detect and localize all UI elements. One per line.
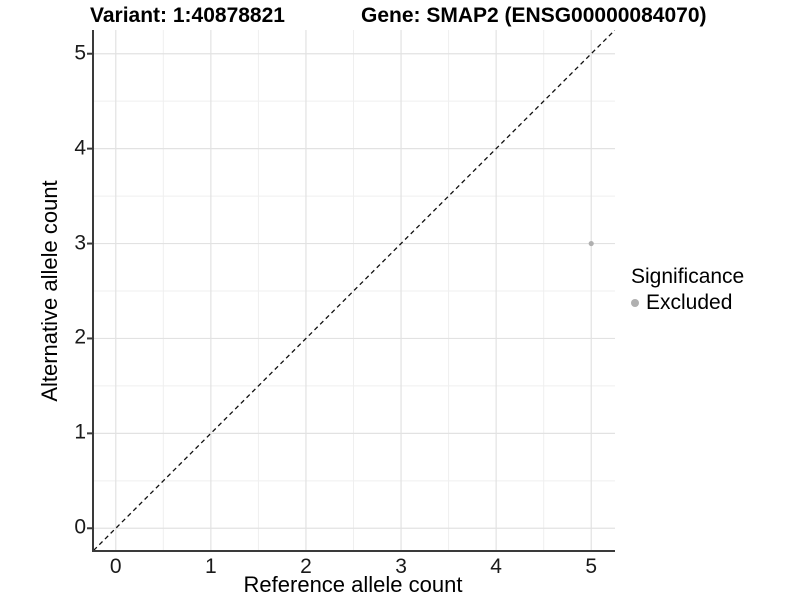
y-tick-label: 4 <box>74 136 86 160</box>
data-point <box>588 240 594 247</box>
legend-item-excluded: Excluded <box>631 291 744 315</box>
plot-title-variant: Variant: 1:40878821 <box>90 4 285 27</box>
plot-title-gene: Gene: SMAP2 (ENSG00000084070) <box>361 4 707 27</box>
x-tick-label: 4 <box>490 555 502 578</box>
plot-canvas <box>87 30 615 552</box>
legend-point-icon <box>631 299 639 307</box>
x-tick-label: 5 <box>585 555 598 578</box>
identity-line <box>91 30 615 552</box>
x-tick-label: 0 <box>109 555 122 578</box>
x-axis-title: Reference allele count <box>243 572 463 597</box>
plot-panel <box>87 30 615 552</box>
y-tick-label: 5 <box>74 41 86 65</box>
y-tick-label: 3 <box>74 231 86 255</box>
y-axis-tick-labels: 0 1 2 3 4 5 <box>38 30 86 552</box>
x-tick-label: 1 <box>205 555 217 578</box>
x-axis-tick-labels: 0 1 2 3 4 5 <box>92 555 615 579</box>
y-tick-label: 0 <box>74 515 86 539</box>
y-axis-title: Alternative allele count <box>37 180 62 402</box>
y-tick-label: 1 <box>74 420 86 444</box>
y-tick-label: 2 <box>74 325 86 349</box>
x-tick-label: 2 <box>300 555 312 578</box>
legend-title: Significance <box>631 265 745 288</box>
legend: Significance Excluded <box>631 264 744 315</box>
legend-item-label: Excluded <box>646 291 733 314</box>
x-tick-label: 3 <box>395 555 407 578</box>
